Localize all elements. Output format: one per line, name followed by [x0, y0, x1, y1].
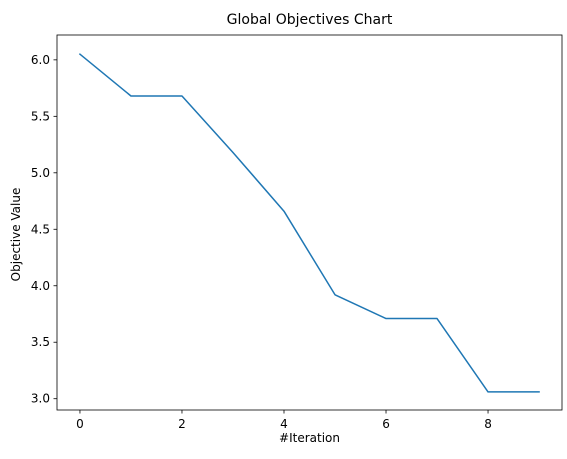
- x-axis-label: #Iteration: [279, 431, 340, 445]
- series-line: [78, 53, 540, 393]
- y-tick-label: 3.5: [31, 335, 50, 349]
- plot-frame: [56, 34, 563, 411]
- y-tick-label: 4.0: [31, 279, 50, 293]
- chart-title: Global Objectives Chart: [227, 12, 393, 28]
- plot-area: 3.0 3.5 4.0 4.5 5.0 5.5 6.0 0 2 4 6 8: [31, 34, 563, 431]
- y-tick-label: 4.5: [31, 222, 50, 236]
- x-tick-label: 2: [178, 417, 186, 431]
- y-tick-label: 5.5: [31, 109, 50, 123]
- x-tick-label: 4: [280, 417, 288, 431]
- x-axis-ticks: 0 2 4 6 8: [76, 410, 492, 431]
- y-axis-ticks: 3.0 3.5 4.0 4.5 5.0 5.5 6.0: [31, 53, 57, 406]
- y-tick-label: 6.0: [31, 53, 50, 67]
- x-tick-label: 8: [484, 417, 492, 431]
- x-tick-label: 0: [76, 417, 84, 431]
- x-tick-label: 6: [382, 417, 390, 431]
- y-axis-label: Objective Value: [9, 188, 23, 282]
- y-tick-label: 3.0: [31, 392, 50, 406]
- y-tick-label: 5.0: [31, 166, 50, 180]
